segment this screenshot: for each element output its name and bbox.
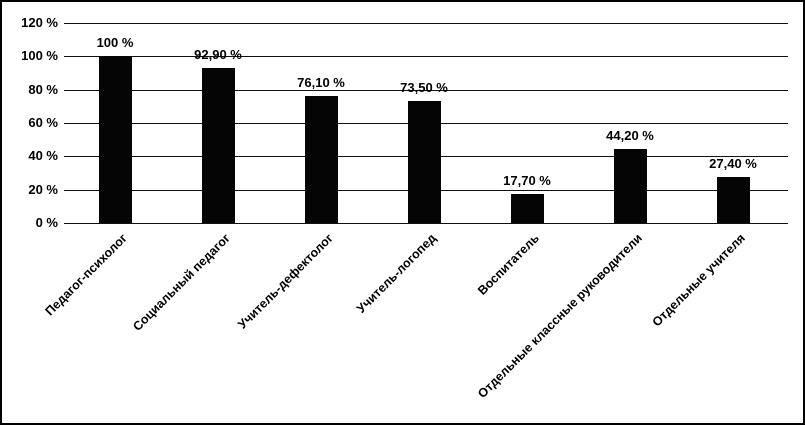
gridline (64, 23, 788, 24)
bar-value-label: 27,40 % (709, 156, 757, 172)
y-axis-tick-label: 120 % (21, 15, 58, 30)
y-axis-tick-label: 100 % (21, 48, 58, 63)
bar (716, 177, 750, 223)
bar (510, 193, 544, 223)
gridline (64, 223, 788, 224)
bar-value-label: 73,50 % (400, 79, 448, 95)
bar-value-label: 92,90 % (194, 47, 242, 63)
gridline (64, 56, 788, 57)
bar (201, 68, 235, 223)
bar (304, 96, 338, 223)
y-axis-tick-label: 0 % (35, 215, 58, 230)
y-axis-tick-label: 60 % (28, 115, 58, 130)
y-axis-tick-label: 80 % (28, 82, 58, 97)
bar (613, 149, 647, 223)
y-axis-tick-label: 20 % (28, 182, 58, 197)
bar-value-label: 100 % (96, 35, 134, 51)
gridline (64, 90, 788, 91)
bar (407, 100, 441, 223)
bar-value-label: 76,10 % (297, 75, 345, 91)
bar-value-label: 44,20 % (606, 128, 654, 144)
bar-value-label: 17,70 % (503, 172, 551, 188)
bar (98, 56, 132, 223)
y-axis-tick-label: 40 % (28, 148, 58, 163)
